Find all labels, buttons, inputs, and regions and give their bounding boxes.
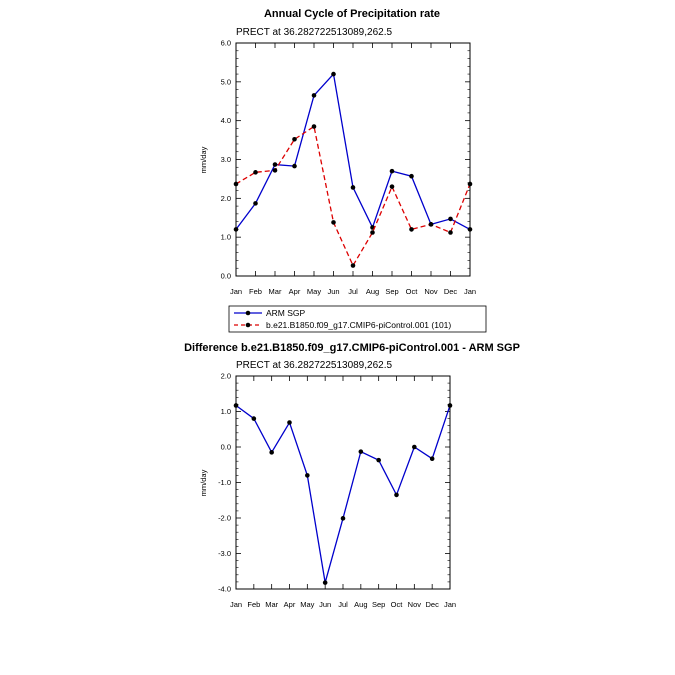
chart2-xtick-label: Mar: [265, 600, 278, 609]
chart1-series-2-point: [350, 263, 356, 268]
chart2-xtick-label: Apr: [284, 600, 296, 609]
chart2-series-1-point: [358, 449, 364, 454]
chart2-ytick-label: 0.0: [221, 443, 231, 452]
chart1-series-1-point: [253, 201, 258, 206]
chart1-xtick-label: Jul: [348, 287, 358, 296]
chart2-xtick-label: Feb: [247, 600, 260, 609]
chart1-series-2-point: [409, 227, 414, 232]
chart2-series-1-line: [235, 404, 451, 583]
legend-arm-marker: [245, 310, 251, 316]
chart-difference: Difference b.e21.B1850.f09_g17.CMIP6-piC…: [184, 342, 520, 609]
chart2-series: [233, 403, 453, 585]
chart1-xtick-label: Aug: [366, 287, 379, 296]
chart1-ytick-label: 2.0: [221, 194, 231, 203]
chart1-xtick-label: Feb: [249, 287, 262, 296]
chart1-series-1-point: [409, 173, 414, 179]
chart1-title: Annual Cycle of Precipitation rate: [264, 8, 440, 20]
chart2-xtick-label: Jun: [319, 600, 331, 609]
legend-model-label: b.e21.B1850.f09_g17.CMIP6-piControl.001 …: [266, 320, 451, 330]
chart-annual-cycle: Annual Cycle of Precipitation rate PRECT…: [199, 8, 476, 296]
chart1-xtick-label: Jan: [464, 287, 476, 296]
chart2-xtick-label: Dec: [425, 600, 439, 609]
legend-box: [228, 305, 487, 333]
chart1-xtick-label: May: [307, 287, 321, 296]
chart1-xtick-label: Dec: [444, 287, 458, 296]
chart1-ytick-label: 4.0: [221, 116, 231, 125]
chart2-title: Difference b.e21.B1850.f09_g17.CMIP6-piC…: [184, 342, 520, 354]
chart2-ytick-label: 1.0: [221, 407, 231, 416]
chart2-ytick-label: -4.0: [218, 585, 231, 594]
chart2-xtick-label: Jul: [338, 600, 348, 609]
chart1-series-2-point: [370, 230, 375, 235]
chart1-series-1-point: [350, 185, 356, 190]
chart1-series-2-point: [448, 230, 453, 235]
chart1-series-2-point: [253, 170, 258, 175]
chart1-series-2-point: [331, 220, 336, 225]
chart2-xtick-label: Jan: [230, 600, 242, 609]
chart2-series-1-point: [322, 580, 328, 585]
chart1-xtick-label: Jun: [327, 287, 339, 296]
chart2-subtitle: PRECT at 36.282722513089,262.5: [236, 360, 392, 371]
chart2-ytick-label: -2.0: [218, 514, 231, 523]
chart1-series-2-point: [292, 137, 297, 142]
chart1-ytick-label: 6.0: [221, 39, 231, 48]
chart1-series: [233, 71, 473, 268]
chart1-xtick-label: Nov: [424, 287, 438, 296]
chart1-series-1-point: [311, 93, 317, 98]
chart2-ytick-label: 2.0: [221, 372, 231, 381]
chart2-xtick-label: Jan: [444, 600, 456, 609]
chart1-series-2-line: [235, 125, 471, 267]
chart1-ytick-label: 0.0: [221, 272, 231, 281]
chart1-series-1-point: [389, 168, 395, 174]
chart1-xtick-label: Oct: [406, 287, 419, 296]
chart2-ticks: -4.0 -3.0 -2.0 -1.0 0.0 1.0 2.0 Jan Feb Mar Apr May…: [218, 372, 456, 610]
chart2-ytick-label: -1.0: [218, 478, 231, 487]
chart2-series-1-point: [412, 444, 417, 450]
chart1-series-2-point: [389, 184, 395, 189]
chart2-series-1-point: [340, 516, 346, 521]
chart2-xtick-label: Aug: [354, 600, 367, 609]
chart2-ytick-label: -3.0: [218, 549, 231, 558]
chart1-xtick-label: Jan: [230, 287, 242, 296]
chart2-series-1-point: [287, 420, 292, 425]
legend-arm-label: ARM SGP: [266, 308, 306, 318]
chart2-xtick-label: May: [300, 600, 314, 609]
chart1-ytick-label: 3.0: [221, 155, 231, 164]
chart2-xtick-label: Nov: [408, 600, 422, 609]
chart1-series-2-point: [311, 124, 317, 129]
chart1-series-1-point: [331, 71, 336, 77]
chart2-series-1-point: [394, 492, 399, 498]
chart2-plot-frame: [235, 375, 451, 590]
chart1-ytick-label: 5.0: [221, 77, 231, 86]
chart2-series-1-point: [269, 450, 274, 455]
chart2-xtick-label: Sep: [372, 600, 385, 609]
chart2-series-1-point: [429, 456, 435, 462]
chart2-series-1-point: [251, 416, 257, 421]
chart2-series-1-point: [305, 473, 310, 478]
chart1-series-1-point: [292, 163, 297, 169]
chart1-plot-frame: [235, 42, 471, 277]
legend-model-marker: [245, 322, 251, 328]
chart1-series-2-point: [428, 222, 434, 227]
chart1-series-1-line: [235, 72, 471, 230]
chart1-xtick-label: Mar: [269, 287, 282, 296]
chart1-series-2-point: [272, 168, 278, 173]
chart1-ytick-label: 1.0: [221, 233, 231, 242]
chart2-series-1-point: [376, 457, 381, 463]
chart1-subtitle: PRECT at 36.282722513089,262.5: [236, 27, 392, 38]
chart2-xtick-label: Oct: [391, 600, 404, 609]
chart1-series-1-point: [448, 216, 453, 222]
chart1-xtick-label: Apr: [289, 287, 301, 296]
chart1-xtick-label: Sep: [385, 287, 398, 296]
chart1-series-1-point: [272, 162, 278, 167]
chart1-ylabel: mm/day: [199, 146, 208, 173]
chart1-ticks: 0.0 1.0 2.0 3.0 4.0 5.0 6.0 Jan Feb Mar Apr May Jun J…: [221, 39, 476, 297]
chart2-ylabel: mm/day: [199, 469, 208, 496]
legend: ARM SGP b.e21.B1850.f09_g17.CMIP6-piCont…: [228, 305, 487, 333]
